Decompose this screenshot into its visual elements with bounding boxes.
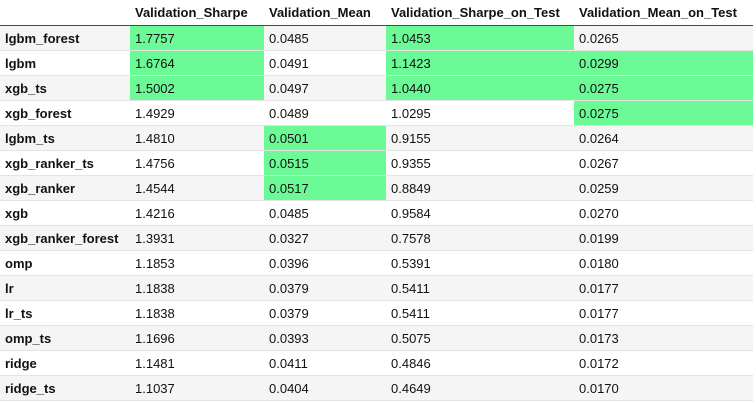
cell-validation-mean-on-test: 0.0173 <box>574 325 753 351</box>
cell-validation-sharpe: 1.1481 <box>130 350 264 376</box>
row-label: omp_ts <box>0 325 130 351</box>
table-row: xgb_ranker_forest 1.3931 0.0327 0.7578 0.019… <box>0 225 753 251</box>
cell-validation-sharpe: 1.4756 <box>130 150 264 176</box>
cell-validation-mean: 0.0379 <box>264 275 386 301</box>
cell-validation-mean: 0.0501 <box>264 125 386 151</box>
table-row: omp 1.1853 0.0396 0.5391 0.0180 <box>0 250 753 276</box>
table-row: lr_ts 1.1838 0.0379 0.5411 0.0177 <box>0 300 753 326</box>
cell-validation-mean-on-test: 0.0275 <box>574 75 753 101</box>
cell-validation-sharpe-on-test: 0.4846 <box>386 350 574 376</box>
cell-validation-mean-on-test: 0.0199 <box>574 225 753 251</box>
cell-validation-sharpe-on-test: 1.0453 <box>386 25 574 51</box>
cell-validation-sharpe-on-test: 1.0295 <box>386 100 574 126</box>
cell-validation-mean-on-test: 0.0180 <box>574 250 753 276</box>
row-label: xgb_ranker <box>0 175 130 201</box>
table-row: xgb 1.4216 0.0485 0.9584 0.0270 <box>0 200 753 226</box>
cell-validation-mean-on-test: 0.0177 <box>574 300 753 326</box>
cell-validation-mean-on-test: 0.0265 <box>574 25 753 51</box>
cell-validation-mean: 0.0489 <box>264 100 386 126</box>
cell-validation-mean: 0.0327 <box>264 225 386 251</box>
cell-validation-mean-on-test: 0.0299 <box>574 50 753 76</box>
cell-validation-mean-on-test: 0.0270 <box>574 200 753 226</box>
cell-validation-sharpe: 1.1838 <box>130 300 264 326</box>
cell-validation-mean: 0.0517 <box>264 175 386 201</box>
cell-validation-sharpe-on-test: 1.1423 <box>386 50 574 76</box>
table-row: lr 1.1838 0.0379 0.5411 0.0177 <box>0 275 753 301</box>
cell-validation-mean-on-test: 0.0267 <box>574 150 753 176</box>
header-row: Validation_Sharpe Validation_Mean Valida… <box>0 0 753 26</box>
cell-validation-mean-on-test: 0.0170 <box>574 375 753 401</box>
row-label: lgbm <box>0 50 130 76</box>
cell-validation-sharpe-on-test: 0.9355 <box>386 150 574 176</box>
row-label: xgb_ranker_forest <box>0 225 130 251</box>
cell-validation-mean: 0.0515 <box>264 150 386 176</box>
row-label: xgb_forest <box>0 100 130 126</box>
cell-validation-sharpe: 1.6764 <box>130 50 264 76</box>
cell-validation-sharpe: 1.7757 <box>130 25 264 51</box>
row-label: omp <box>0 250 130 276</box>
cell-validation-sharpe: 1.1037 <box>130 375 264 401</box>
cell-validation-mean: 0.0404 <box>264 375 386 401</box>
table-row: lgbm_forest 1.7757 0.0485 1.0453 0.0265 <box>0 25 753 51</box>
cell-validation-mean: 0.0379 <box>264 300 386 326</box>
header-index <box>0 0 130 26</box>
cell-validation-sharpe-on-test: 0.9584 <box>386 200 574 226</box>
cell-validation-mean: 0.0497 <box>264 75 386 101</box>
cell-validation-mean: 0.0393 <box>264 325 386 351</box>
row-label: xgb_ranker_ts <box>0 150 130 176</box>
header-validation-sharpe-on-test: Validation_Sharpe_on_Test <box>386 0 574 26</box>
table-body: lgbm_forest 1.7757 0.0485 1.0453 0.0265 lgbm 1… <box>0 25 753 401</box>
table-row: lgbm_ts 1.4810 0.0501 0.9155 0.0264 <box>0 125 753 151</box>
header-validation-sharpe: Validation_Sharpe <box>130 0 264 26</box>
cell-validation-sharpe-on-test: 0.7578 <box>386 225 574 251</box>
cell-validation-sharpe: 1.1696 <box>130 325 264 351</box>
cell-validation-mean: 0.0485 <box>264 200 386 226</box>
cell-validation-mean-on-test: 0.0172 <box>574 350 753 376</box>
cell-validation-sharpe: 1.4216 <box>130 200 264 226</box>
table-row: xgb_ranker_ts 1.4756 0.0515 0.9355 0.0267 <box>0 150 753 176</box>
table-row: xgb_forest 1.4929 0.0489 1.0295 0.0275 <box>0 100 753 126</box>
cell-validation-sharpe-on-test: 0.5411 <box>386 275 574 301</box>
table-row: ridge 1.1481 0.0411 0.4846 0.0172 <box>0 350 753 376</box>
table-row: omp_ts 1.1696 0.0393 0.5075 0.0173 <box>0 325 753 351</box>
cell-validation-mean-on-test: 0.0259 <box>574 175 753 201</box>
cell-validation-mean-on-test: 0.0264 <box>574 125 753 151</box>
cell-validation-sharpe: 1.1853 <box>130 250 264 276</box>
row-label: xgb <box>0 200 130 226</box>
cell-validation-sharpe-on-test: 0.5075 <box>386 325 574 351</box>
cell-validation-sharpe-on-test: 0.8849 <box>386 175 574 201</box>
cell-validation-sharpe-on-test: 0.5391 <box>386 250 574 276</box>
cell-validation-sharpe: 1.4810 <box>130 125 264 151</box>
row-label: lr_ts <box>0 300 130 326</box>
cell-validation-mean: 0.0491 <box>264 50 386 76</box>
row-label: ridge_ts <box>0 375 130 401</box>
cell-validation-sharpe-on-test: 1.0440 <box>386 75 574 101</box>
table-row: xgb_ts 1.5002 0.0497 1.0440 0.0275 <box>0 75 753 101</box>
row-label: ridge <box>0 350 130 376</box>
row-label: lgbm_ts <box>0 125 130 151</box>
cell-validation-mean: 0.0411 <box>264 350 386 376</box>
cell-validation-sharpe-on-test: 0.5411 <box>386 300 574 326</box>
cell-validation-sharpe-on-test: 0.9155 <box>386 125 574 151</box>
cell-validation-sharpe: 1.4544 <box>130 175 264 201</box>
table-row: xgb_ranker 1.4544 0.0517 0.8849 0.0259 <box>0 175 753 201</box>
row-label: xgb_ts <box>0 75 130 101</box>
cell-validation-sharpe: 1.1838 <box>130 275 264 301</box>
header-validation-mean: Validation_Mean <box>264 0 386 26</box>
table-row: ridge_ts 1.1037 0.0404 0.4649 0.0170 <box>0 375 753 401</box>
cell-validation-sharpe-on-test: 0.4649 <box>386 375 574 401</box>
row-label: lgbm_forest <box>0 25 130 51</box>
row-label: lr <box>0 275 130 301</box>
table-header: Validation_Sharpe Validation_Mean Valida… <box>0 0 753 26</box>
cell-validation-sharpe: 1.3931 <box>130 225 264 251</box>
cell-validation-mean-on-test: 0.0275 <box>574 100 753 126</box>
cell-validation-mean: 0.0396 <box>264 250 386 276</box>
cell-validation-mean-on-test: 0.0177 <box>574 275 753 301</box>
cell-validation-sharpe: 1.5002 <box>130 75 264 101</box>
cell-validation-sharpe: 1.4929 <box>130 100 264 126</box>
table-row: lgbm 1.6764 0.0491 1.1423 0.0299 <box>0 50 753 76</box>
cell-validation-mean: 0.0485 <box>264 25 386 51</box>
header-validation-mean-on-test: Validation_Mean_on_Test <box>574 0 753 26</box>
